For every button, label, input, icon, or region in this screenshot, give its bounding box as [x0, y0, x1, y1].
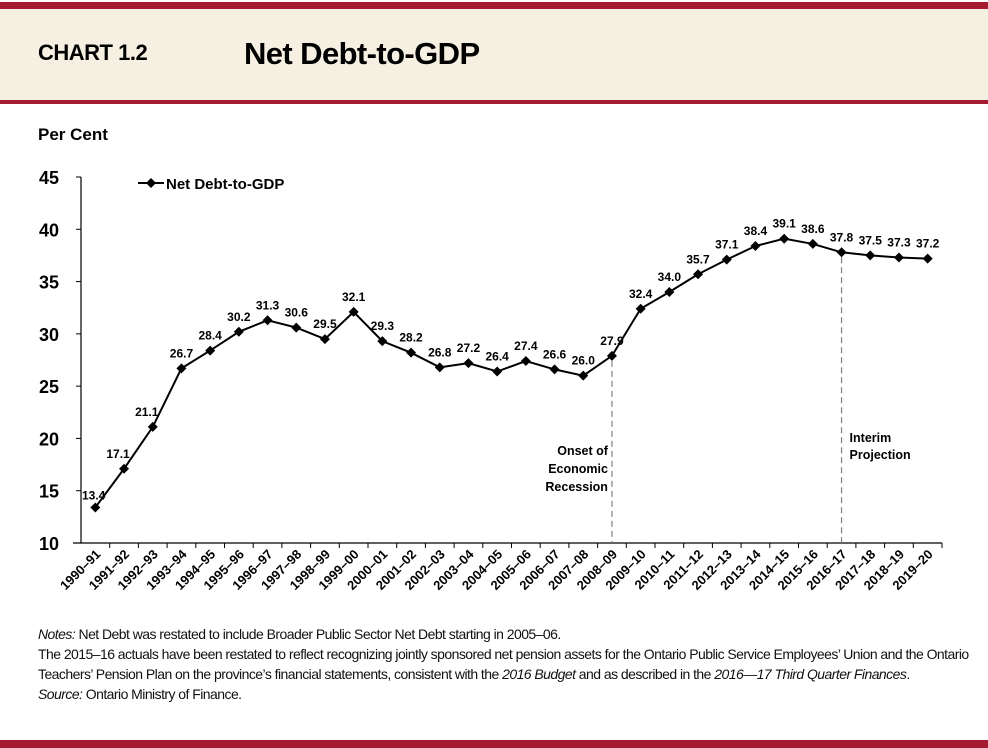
- note-text-2c: .: [906, 666, 910, 682]
- data-label: 34.0: [658, 270, 682, 284]
- data-label: 39.1: [772, 217, 796, 231]
- data-point-marker: [90, 502, 101, 513]
- annotation-text: Economic: [548, 462, 608, 476]
- data-label: 30.2: [227, 310, 251, 324]
- y-tick-label: 30: [39, 325, 59, 345]
- annotation-text: Recession: [545, 480, 608, 494]
- source-line: Source: Ontario Ministry of Finance.: [38, 684, 978, 704]
- data-label: 37.5: [859, 233, 883, 247]
- data-point-marker: [893, 252, 904, 263]
- note-line-2: The 2015–16 actuals have been restated t…: [38, 644, 978, 684]
- line-chart: Per Cent10152025303540451990–911991–9219…: [38, 125, 943, 593]
- y-tick-label: 40: [39, 220, 59, 240]
- data-label: 28.4: [198, 329, 222, 343]
- data-point-marker: [693, 269, 704, 280]
- data-label: 13.4: [82, 488, 106, 502]
- data-point-marker: [319, 334, 330, 345]
- data-point-marker: [578, 370, 589, 381]
- data-label: 35.7: [686, 252, 710, 266]
- data-point-marker: [233, 326, 244, 337]
- data-point-marker: [434, 362, 445, 373]
- data-point-marker: [205, 345, 216, 356]
- note-budget-ref: 2016 Budget: [502, 666, 576, 682]
- data-point-marker: [549, 364, 560, 375]
- note-text-2a: The 2015–16 actuals have been restated t…: [38, 646, 969, 682]
- data-label: 29.3: [371, 319, 395, 333]
- data-label: 37.1: [715, 238, 739, 252]
- data-point-marker: [463, 358, 474, 369]
- note-text-2b: and as described in the: [575, 666, 715, 682]
- data-point-marker: [807, 238, 818, 249]
- data-point-marker: [750, 241, 761, 252]
- data-label: 32.4: [629, 287, 653, 301]
- chart-number: CHART 1.2: [38, 40, 148, 65]
- data-label: 37.2: [916, 237, 940, 251]
- data-label: 38.6: [801, 222, 825, 236]
- data-label: 21.1: [135, 405, 159, 419]
- notes-label: Notes:: [38, 626, 76, 642]
- data-point-marker: [779, 233, 790, 244]
- data-point-marker: [119, 463, 130, 474]
- bottom-accent-bar: [0, 740, 988, 748]
- data-label: 27.9: [600, 334, 624, 348]
- legend-marker: [146, 178, 156, 188]
- data-point-marker: [520, 356, 531, 367]
- data-point-marker: [865, 250, 876, 261]
- y-axis-title: Per Cent: [38, 125, 108, 144]
- data-point-marker: [492, 366, 503, 377]
- data-point-marker: [176, 363, 187, 374]
- data-label: 29.5: [313, 317, 337, 331]
- data-label: 28.2: [399, 331, 423, 345]
- data-label: 27.2: [457, 341, 481, 355]
- legend-label: Net Debt-to-GDP: [166, 176, 284, 193]
- data-label: 26.6: [543, 347, 567, 361]
- y-tick-label: 25: [39, 377, 59, 397]
- data-point-marker: [348, 306, 359, 317]
- data-point-marker: [291, 322, 302, 333]
- data-point-marker: [147, 421, 158, 432]
- chart-title: Net Debt-to-GDP: [244, 36, 480, 71]
- annotation-text: Interim: [850, 431, 892, 445]
- data-point-marker: [262, 315, 273, 326]
- data-point-marker: [606, 350, 617, 361]
- chart-notes: Notes: Net Debt was restated to include …: [38, 624, 978, 704]
- data-label: 26.7: [170, 346, 194, 360]
- data-label: 37.3: [887, 236, 911, 250]
- series-line: [94, 237, 928, 509]
- y-tick-label: 15: [39, 482, 59, 502]
- header-divider: [0, 100, 988, 104]
- data-point-marker: [721, 254, 732, 265]
- header-band: [0, 9, 988, 100]
- data-point-marker: [922, 253, 933, 264]
- data-point-marker: [836, 247, 847, 258]
- source-label: Source:: [38, 686, 83, 702]
- data-point-marker: [664, 287, 675, 298]
- y-tick-label: 45: [39, 168, 59, 188]
- data-label: 38.4: [744, 224, 768, 238]
- top-accent-bar: [0, 2, 988, 9]
- data-label: 27.4: [514, 339, 538, 353]
- data-point-marker: [377, 336, 388, 347]
- data-point-marker: [406, 347, 417, 358]
- data-label: 17.1: [106, 447, 130, 461]
- y-tick-label: 35: [39, 273, 59, 293]
- y-tick-label: 10: [39, 534, 59, 554]
- note-line-1: Notes: Net Debt was restated to include …: [38, 624, 978, 644]
- data-label: 32.1: [342, 290, 366, 304]
- annotation-text: Onset of: [557, 444, 609, 458]
- data-label: 26.4: [485, 350, 509, 364]
- data-label: 26.8: [428, 345, 452, 359]
- note-finances-ref: 2016—17 Third Quarter Finances: [714, 666, 907, 682]
- note-text-1: Net Debt was restated to include Broader…: [75, 626, 562, 642]
- annotation-text: Projection: [850, 448, 911, 462]
- data-point-marker: [635, 303, 646, 314]
- source-text: Ontario Ministry of Finance.: [82, 686, 242, 702]
- data-label: 31.3: [256, 298, 280, 312]
- data-label: 26.0: [572, 354, 596, 368]
- data-label: 30.6: [285, 306, 309, 320]
- data-label: 37.8: [830, 230, 854, 244]
- y-tick-label: 20: [39, 429, 59, 449]
